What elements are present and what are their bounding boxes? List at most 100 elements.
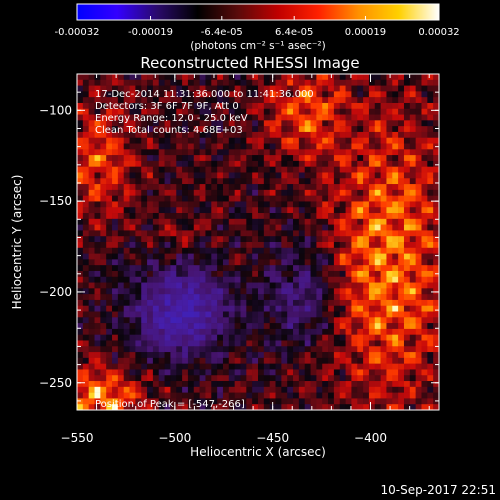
heatmap-cell bbox=[374, 357, 381, 364]
heatmap-cell bbox=[258, 114, 265, 121]
heatmap-cell bbox=[100, 352, 107, 359]
heatmap-cell bbox=[409, 247, 416, 254]
heatmap-cell bbox=[310, 126, 317, 133]
heatmap-cell bbox=[374, 143, 381, 150]
heatmap-cell bbox=[363, 346, 370, 353]
heatmap-cell bbox=[409, 398, 416, 405]
heatmap-cell bbox=[281, 247, 288, 254]
heatmap-cell bbox=[222, 259, 230, 266]
heatmap-cell bbox=[333, 236, 341, 243]
heatmap-cell bbox=[357, 392, 364, 399]
heatmap-cell bbox=[328, 381, 335, 388]
heatmap-cell bbox=[152, 213, 160, 220]
heatmap-cell bbox=[123, 184, 130, 191]
heatmap-cell bbox=[228, 91, 235, 98]
heatmap-cell bbox=[193, 381, 200, 388]
heatmap-cell bbox=[345, 213, 352, 220]
heatmap-cell bbox=[211, 213, 218, 220]
heatmap-cell bbox=[392, 97, 399, 104]
heatmap-cell bbox=[398, 236, 405, 243]
heatmap-cell bbox=[363, 201, 370, 208]
heatmap-cell bbox=[182, 218, 189, 225]
heatmap-cell bbox=[158, 346, 165, 353]
heatmap-cell bbox=[263, 155, 270, 162]
heatmap-cell bbox=[106, 265, 113, 272]
heatmap-cell bbox=[258, 294, 265, 301]
heatmap-cell bbox=[129, 404, 136, 411]
heatmap-cell bbox=[100, 398, 107, 405]
heatmap-cell bbox=[380, 224, 387, 231]
heatmap-cell bbox=[345, 74, 352, 81]
heatmap-cell bbox=[275, 149, 282, 156]
heatmap-cell bbox=[357, 288, 364, 295]
heatmap-cell bbox=[263, 381, 270, 388]
heatmap-cell bbox=[310, 213, 317, 220]
heatmap-cell bbox=[164, 230, 171, 237]
heatmap-cell bbox=[374, 172, 381, 179]
info-line-detectors: Detectors: 3F 6F 7F 9F, Att 0 bbox=[95, 101, 239, 112]
heatmap-cell bbox=[129, 299, 136, 307]
heatmap-cell bbox=[386, 334, 393, 341]
heatmap-cell bbox=[123, 392, 130, 399]
heatmap-cell bbox=[386, 131, 393, 139]
heatmap-cell bbox=[339, 363, 346, 370]
heatmap-cell bbox=[240, 265, 247, 272]
heatmap-cell bbox=[252, 253, 259, 260]
heatmap-cell bbox=[252, 265, 259, 272]
heatmap-cell bbox=[281, 282, 288, 289]
heatmap-cell bbox=[141, 299, 148, 307]
heatmap-cell bbox=[252, 288, 259, 295]
heatmap-cell bbox=[316, 114, 323, 121]
heatmap-cell bbox=[275, 108, 282, 115]
heatmap-cell bbox=[433, 334, 440, 341]
heatmap-cell bbox=[386, 137, 393, 144]
heatmap-cell bbox=[246, 114, 253, 121]
heatmap-cell bbox=[205, 253, 212, 260]
heatmap-cell bbox=[287, 242, 294, 249]
heatmap-cell bbox=[170, 276, 177, 283]
heatmap-cell bbox=[281, 218, 288, 225]
heatmap-cell bbox=[263, 97, 270, 104]
heatmap-cell bbox=[82, 230, 89, 237]
heatmap-cell bbox=[158, 85, 165, 92]
heatmap-cell bbox=[258, 137, 265, 144]
heatmap-cell bbox=[147, 311, 154, 318]
heatmap-cell bbox=[339, 79, 346, 86]
heatmap-cell bbox=[258, 317, 265, 324]
heatmap-cell bbox=[205, 195, 212, 202]
heatmap-cell bbox=[287, 398, 294, 405]
heatmap-cell bbox=[170, 218, 177, 225]
heatmap-cell bbox=[298, 120, 306, 127]
heatmap-cell bbox=[263, 195, 270, 202]
heatmap-cell bbox=[386, 201, 393, 208]
heatmap-cell bbox=[263, 334, 270, 341]
heatmap-cell bbox=[182, 270, 189, 278]
heatmap-cell bbox=[380, 247, 387, 254]
heatmap-cell bbox=[106, 386, 113, 393]
heatmap-cell bbox=[240, 386, 247, 393]
heatmap-cell bbox=[106, 311, 113, 318]
heatmap-cell bbox=[415, 74, 422, 81]
heatmap-cell bbox=[398, 253, 405, 260]
heatmap-cell bbox=[193, 398, 200, 405]
heatmap-cell bbox=[106, 363, 113, 370]
heatmap-cell bbox=[403, 160, 411, 167]
heatmap-cell bbox=[275, 218, 282, 225]
heatmap-cell bbox=[217, 178, 224, 185]
heatmap-cell bbox=[374, 79, 381, 86]
heatmap-cell bbox=[246, 242, 253, 249]
heatmap-cell bbox=[392, 340, 399, 347]
heatmap-cell bbox=[293, 265, 300, 272]
heatmap-cell bbox=[275, 328, 282, 335]
heatmap-cell bbox=[275, 236, 282, 243]
heatmap-cell bbox=[380, 137, 387, 144]
heatmap-cell bbox=[421, 230, 428, 237]
heatmap-cell bbox=[222, 392, 230, 399]
heatmap-cell bbox=[433, 242, 440, 249]
heatmap-cell bbox=[77, 166, 84, 173]
heatmap-cell bbox=[112, 184, 119, 191]
heatmap-cell bbox=[228, 126, 235, 133]
heatmap-cell bbox=[82, 317, 89, 324]
heatmap-cell bbox=[252, 404, 259, 411]
heatmap-cell bbox=[187, 85, 195, 92]
